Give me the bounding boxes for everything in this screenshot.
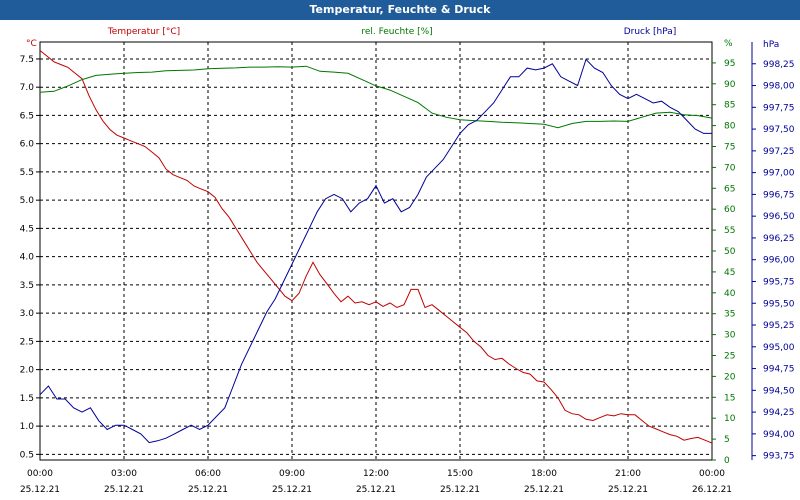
temperature-tick-label: 6.5 <box>20 111 34 121</box>
humidity-tick-label: 5 <box>724 435 730 445</box>
pressure-tick-label: 997,75 <box>763 103 795 113</box>
pressure-tick-label: 996,50 <box>763 212 795 222</box>
pressure-tick-label: 998,00 <box>763 82 795 92</box>
pressure-unit-label: hPa <box>763 40 779 50</box>
x-tick-date: 25.12.21 <box>608 485 648 495</box>
humidity-tick-label: 50 <box>724 247 736 257</box>
pressure-tick-label: 994,25 <box>763 408 795 418</box>
temperature-tick-label: 0.5 <box>20 450 34 460</box>
temperature-tick-label: 7.5 <box>20 55 34 65</box>
x-tick-date: 25.12.21 <box>524 485 564 495</box>
humidity-tick-label: 80 <box>724 122 736 132</box>
humidity-tick-label: 15 <box>724 393 735 403</box>
temperature-tick-label: 7.0 <box>20 83 35 93</box>
x-tick-time: 18:00 <box>531 469 557 479</box>
pressure-tick-label: 994,50 <box>763 386 795 396</box>
chart-background <box>0 20 800 500</box>
series-group <box>39 50 713 444</box>
humidity-tick-label: 55 <box>724 226 735 236</box>
humidity-tick-label: 35 <box>724 310 735 320</box>
pressure-tick-label: 993,75 <box>763 452 795 462</box>
pressure-axis-title: Druck [hPa] <box>624 27 677 37</box>
humidity-tick-label: 40 <box>724 289 736 299</box>
temperature-tick-label: 6.0 <box>20 140 35 150</box>
x-tick-time: 15:00 <box>447 469 473 479</box>
pressure-tick-label: 996,25 <box>763 234 795 244</box>
humidity-tick-label: 65 <box>724 184 735 194</box>
temperature-tick-label: 1.5 <box>20 394 34 404</box>
temperature-axis-title: Temperatur [°C] <box>107 27 180 37</box>
pressure-tick-label: 994,00 <box>763 430 795 440</box>
temperature-tick-label: 4.5 <box>20 224 34 234</box>
temperature-tick-label: 1.0 <box>20 422 35 432</box>
pressure-tick-label: 995,25 <box>763 321 795 331</box>
x-tick-time: 09:00 <box>279 469 305 479</box>
x-tick-time: 12:00 <box>363 469 389 479</box>
x-tick-time: 06:00 <box>195 469 221 479</box>
x-tick-date: 25.12.21 <box>104 485 144 495</box>
x-tick-date: 26.12.21 <box>692 485 732 495</box>
humidity-tick-label: 70 <box>724 163 736 173</box>
tick-labels: 00:00 25.12.21 03:00 25.12.21 06:00 25.12.21 0… <box>20 42 795 495</box>
x-tick-date: 25.12.21 <box>440 485 480 495</box>
humidity-tick-label: 25 <box>724 352 735 362</box>
temperature-tick-label: 2.0 <box>20 366 35 376</box>
temperature-tick-label: 5.0 <box>20 196 35 206</box>
x-tick-date: 25.12.21 <box>20 485 60 495</box>
temperature-unit-label: °C <box>26 39 37 49</box>
humidity-tick-label: 90 <box>724 80 736 90</box>
x-tick-time: 03:00 <box>111 469 137 479</box>
x-tick-date: 25.12.21 <box>188 485 228 495</box>
pressure-tick-label: 998,25 <box>763 60 795 70</box>
pressure-tick-label: 996,00 <box>763 256 795 266</box>
humidity-tick-label: 75 <box>724 143 735 153</box>
pressure-tick-label: 995,50 <box>763 299 795 309</box>
humidity-tick-label: 20 <box>724 372 736 382</box>
grid-lines <box>40 42 712 460</box>
pressure-tick-label: 997,00 <box>763 169 795 179</box>
pressure-tick-label: 997,25 <box>763 147 795 157</box>
temperature-tick-label: 3.5 <box>20 281 34 291</box>
pressure-series-line <box>39 58 712 444</box>
temperature-tick-label: 3.0 <box>20 309 35 319</box>
x-tick-date: 25.12.21 <box>356 485 396 495</box>
pressure-tick-label: 994,75 <box>763 365 795 375</box>
x-tick-time: 00:00 <box>27 469 53 479</box>
temperature-tick-label: 2.5 <box>20 337 34 347</box>
humidity-tick-label: 30 <box>724 331 736 341</box>
x-tick-time: 00:00 <box>699 469 725 479</box>
humidity-tick-label: 0 <box>724 456 730 466</box>
humidity-series-line <box>39 65 713 129</box>
humidity-tick-label: 10 <box>724 414 736 424</box>
pressure-tick-label: 995,00 <box>763 343 795 353</box>
temperature-tick-label: 4.0 <box>20 253 35 263</box>
humidity-unit-label: % <box>724 39 733 49</box>
x-tick-time: 21:00 <box>615 469 641 479</box>
humidity-axis-title: rel. Feuchte [%] <box>361 27 432 37</box>
chart-title: Temperatur, Feuchte & Druck <box>0 0 800 20</box>
humidity-tick-label: 95 <box>724 59 735 69</box>
humidity-tick-label: 85 <box>724 101 735 111</box>
pressure-tick-label: 996,75 <box>763 190 795 200</box>
humidity-tick-label: 60 <box>724 205 736 215</box>
temperature-tick-label: 5.5 <box>20 168 34 178</box>
temperature-series-line <box>39 50 713 444</box>
x-tick-date: 25.12.21 <box>272 485 312 495</box>
humidity-tick-label: 45 <box>724 268 735 278</box>
pressure-tick-label: 997,50 <box>763 125 795 135</box>
chart-canvas: 00:00 25.12.21 03:00 25.12.21 06:00 25.12.21 0… <box>0 20 800 500</box>
axis-headers: °C% hPa Temperatur [°C] rel. Feuchte [%] Dru… <box>26 27 779 50</box>
pressure-tick-label: 995,75 <box>763 277 795 287</box>
